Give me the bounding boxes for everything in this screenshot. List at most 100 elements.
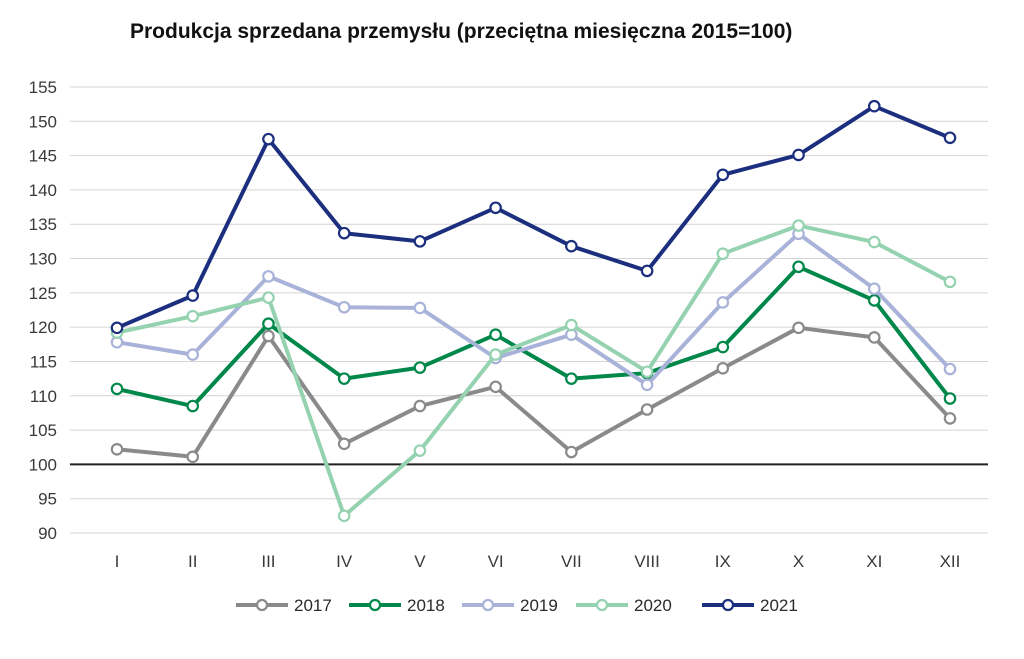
series-2021 — [110, 99, 957, 335]
data-point — [943, 392, 957, 405]
y-tick-label: 155 — [29, 78, 57, 97]
series-line — [115, 264, 952, 409]
y-tick-label: 110 — [30, 387, 57, 406]
data-point — [413, 444, 427, 457]
data-point — [337, 509, 351, 523]
x-tick-label: V — [414, 552, 426, 571]
x-tick-label: VIII — [634, 552, 660, 571]
x-tick-label: VI — [488, 552, 504, 571]
x-tick-label: X — [793, 552, 804, 571]
data-point — [716, 247, 730, 261]
y-tick-label: 115 — [30, 352, 57, 371]
data-point — [716, 362, 730, 375]
data-point — [110, 382, 124, 396]
data-point — [640, 365, 654, 379]
data-point — [716, 296, 730, 309]
legend-marker — [368, 598, 382, 612]
data-point — [489, 328, 502, 342]
y-tick-label: 100 — [29, 455, 57, 474]
data-point — [867, 99, 881, 113]
data-point — [565, 372, 578, 385]
x-tick-label: VII — [561, 552, 582, 571]
y-tick-label: 145 — [29, 147, 57, 166]
legend-label: 2021 — [760, 596, 798, 615]
legend-label: 2018 — [407, 596, 445, 615]
x-tick-label: II — [188, 552, 197, 571]
data-point — [110, 442, 124, 456]
series-2017 — [110, 321, 957, 464]
data-point — [943, 412, 957, 425]
data-point — [337, 226, 351, 240]
legend-item-2020: 2020 — [576, 596, 672, 615]
data-point — [413, 235, 427, 248]
data-point — [867, 331, 881, 344]
data-point — [489, 380, 502, 394]
x-axis: I II III IV V VI VII VIII IX X XI XII — [115, 552, 961, 571]
data-point — [792, 321, 805, 335]
grid-lines — [70, 86, 988, 534]
data-point — [110, 321, 124, 335]
y-tick-label: 130 — [29, 250, 57, 269]
legend-marker — [255, 598, 269, 612]
series-2018 — [110, 260, 957, 413]
data-point — [716, 340, 730, 354]
y-tick-label: 120 — [29, 318, 57, 337]
data-point — [186, 399, 200, 413]
legend-label: 2017 — [294, 596, 332, 615]
data-point — [640, 378, 654, 392]
data-point — [792, 219, 805, 232]
y-tick-label: 135 — [29, 215, 57, 234]
series-line — [115, 223, 952, 518]
data-point — [186, 348, 200, 361]
legend-label: 2020 — [634, 596, 672, 615]
data-point — [262, 270, 275, 283]
legend-label: 2019 — [520, 596, 558, 615]
series-2020 — [110, 219, 957, 523]
legend-item-2019: 2019 — [462, 596, 558, 615]
x-tick-label: IV — [336, 552, 353, 571]
y-tick-label: 150 — [29, 112, 57, 131]
data-point — [262, 132, 275, 146]
data-point — [262, 329, 275, 343]
data-point — [262, 317, 275, 331]
series-2019 — [110, 227, 957, 392]
x-tick-label: XI — [866, 552, 882, 571]
series-line — [115, 325, 952, 459]
legend-item-2017: 2017 — [236, 596, 332, 615]
y-tick-label: 90 — [38, 524, 57, 543]
data-point — [716, 168, 730, 182]
legend-marker — [595, 598, 609, 612]
data-point — [186, 289, 200, 302]
x-tick-label: IX — [715, 552, 731, 571]
data-point — [186, 309, 200, 323]
legend-marker — [721, 598, 735, 612]
data-point — [943, 275, 957, 289]
data-point — [565, 318, 578, 332]
data-point — [413, 399, 427, 413]
legend-item-2018: 2018 — [349, 596, 445, 615]
data-point — [413, 361, 427, 374]
legend-marker — [481, 598, 495, 612]
data-point — [489, 348, 502, 361]
data-point — [413, 301, 427, 315]
chart-title: Produkcja sprzedana przemysłu (przeciętn… — [130, 20, 793, 43]
data-point — [943, 362, 957, 376]
data-point — [943, 131, 957, 145]
series-line — [115, 104, 952, 330]
x-tick-label: XII — [940, 552, 961, 571]
y-tick-label: 105 — [29, 421, 57, 440]
x-tick-label: III — [261, 552, 275, 571]
data-point — [867, 282, 881, 296]
y-tick-label: 140 — [29, 181, 57, 200]
data-point — [337, 372, 351, 385]
data-point — [337, 300, 351, 314]
data-point — [640, 264, 654, 278]
data-point — [640, 403, 654, 416]
data-point — [867, 294, 881, 307]
data-point — [489, 201, 502, 215]
legend-item-2021: 2021 — [702, 596, 798, 615]
data-point — [565, 239, 578, 253]
series-line — [115, 231, 952, 387]
data-point — [262, 291, 275, 304]
